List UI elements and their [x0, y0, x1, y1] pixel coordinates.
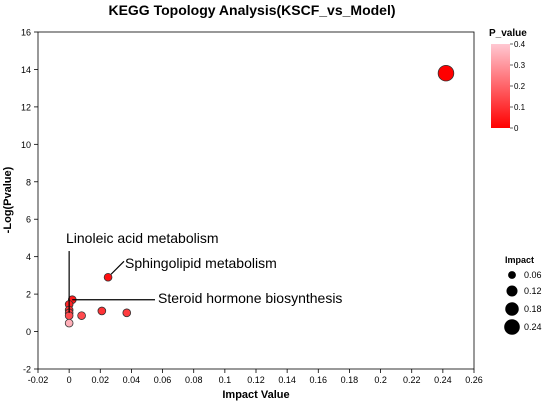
size-legend-marker: [505, 302, 519, 316]
y-tick-label: 8: [26, 177, 31, 187]
y-tick-label: 2: [26, 290, 31, 300]
y-axis: -2 0 2 4 6 8 10 12 14 16: [21, 28, 38, 375]
y-tick-label: 14: [21, 65, 31, 75]
size-legend-title: Impact: [505, 255, 534, 265]
data-point: [97, 306, 107, 316]
colorbar-tick-label: 0.1: [514, 103, 526, 112]
colorbar-tick-label: 0.2: [514, 82, 526, 91]
colorbar: [491, 44, 510, 128]
y-tick-label: 4: [26, 252, 31, 262]
y-tick-label: -2: [23, 365, 31, 375]
x-tick-label: 0.22: [403, 375, 421, 385]
size-legend: 0.06 0.12 0.18 0.24: [504, 270, 542, 335]
data-points: [64, 64, 455, 328]
data-point: [103, 272, 113, 282]
data-point: [77, 311, 86, 320]
size-legend-marker: [504, 319, 520, 335]
annotation-label: Linoleic acid metabolism: [66, 230, 219, 246]
colorbar-title: P_value: [489, 28, 527, 39]
x-tick-label: 0.2: [374, 375, 387, 385]
size-legend-label: 0.12: [524, 286, 542, 296]
plot-frame: [37, 31, 475, 370]
x-tick-label: 0.06: [154, 375, 172, 385]
size-legend-marker: [508, 271, 516, 279]
size-legend-label: 0.24: [524, 322, 542, 332]
data-point: [64, 311, 74, 320]
y-tick-label: 6: [26, 215, 31, 225]
y-tick-label: 0: [26, 327, 31, 337]
x-tick-label: 0.24: [434, 375, 452, 385]
x-tick-label: 0.18: [341, 375, 359, 385]
y-tick-label: 16: [21, 28, 31, 38]
chart-title: KEGG Topology Analysis(KSCF_vs_Model): [108, 2, 395, 18]
x-tick-label: 0.1: [219, 375, 232, 385]
x-tick-label: -0.02: [28, 375, 49, 385]
data-point: [64, 318, 74, 328]
x-tick-label: 0.02: [92, 375, 110, 385]
x-tick-label: 0.12: [247, 375, 265, 385]
colorbar-tick-label: 0.3: [514, 61, 526, 70]
data-point: [122, 308, 132, 318]
x-tick-label: 0: [67, 375, 72, 385]
size-legend-label: 0.18: [524, 304, 542, 314]
x-tick-label: 0.26: [465, 375, 483, 385]
colorbar-ticks: 0.4 0.3 0.2 0.1 0: [510, 40, 526, 133]
y-axis-label: -Log(Pvalue): [2, 166, 14, 233]
data-point: [437, 64, 455, 82]
size-legend-label: 0.06: [524, 270, 542, 280]
x-axis-label: Impact Value: [222, 389, 289, 401]
x-tick-label: 0.16: [310, 375, 328, 385]
x-axis: -0.02 0 0.02 0.04 0.06 0.08 0.1 0.12 0.14 0.16 0.1…: [28, 369, 483, 385]
size-legend-marker: [506, 285, 518, 297]
y-tick-label: 10: [21, 140, 31, 150]
x-tick-label: 0.14: [278, 375, 296, 385]
annotation-label: Sphingolipid metabolism: [125, 255, 277, 271]
x-tick-label: 0.04: [123, 375, 141, 385]
annotations: Linoleic acid metabolism Sphingolipid met…: [66, 230, 342, 313]
y-tick-label: 12: [21, 102, 31, 112]
colorbar-tick-label: 0.4: [514, 40, 526, 49]
colorbar-tick-label: 0: [514, 124, 519, 133]
annotation-line: [110, 260, 125, 275]
x-tick-label: 0.08: [185, 375, 203, 385]
annotation-label: Steroid hormone biosynthesis: [158, 290, 342, 306]
